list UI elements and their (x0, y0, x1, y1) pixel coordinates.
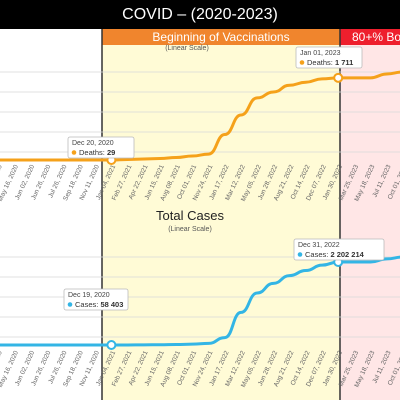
cases-annotation-date: Dec 31, 2022 (298, 242, 340, 249)
deaths-annotation-date: Dec 20, 2020 (72, 140, 114, 147)
deaths-annotation-box (67, 136, 135, 159)
chart-area: Beginning of Vaccinations 80+% Bo (Linea… (0, 29, 400, 400)
cases-annotation-dot (67, 302, 73, 307)
booster-band-fill (340, 29, 400, 400)
deaths-annotation-dot (299, 60, 305, 65)
cases-annotation-dot (297, 252, 303, 257)
deaths-annotation-dot (71, 150, 77, 155)
deaths-gridlines (0, 71, 400, 153)
deaths-chart-subtitle: (Linear Scale) (165, 45, 209, 52)
cases-annotation-box (293, 238, 385, 261)
booster-band-label: 80+% Bo (352, 30, 400, 44)
cases-annotation-label: Cases: 2 202 214 (305, 250, 365, 259)
deaths-annotation-label: Deaths: 1 711 (307, 58, 353, 67)
booster-band: 80+% Bo (339, 29, 400, 400)
cases-annotation-marker (106, 340, 117, 350)
cases-chart-subtitle: (Linear Scale) (168, 226, 212, 233)
cases-chart-title: Total Cases (156, 208, 224, 223)
deaths-annotation-label: Deaths: 29 (79, 148, 115, 157)
cases-annotation-box (63, 288, 129, 311)
slide-title: COVID – (2020-2023) (0, 0, 400, 29)
vaccination-band-header (102, 29, 340, 45)
cases-annotation-label: Cases: 58 403 (75, 300, 123, 309)
vaccination-band-label: Beginning of Vaccinations (152, 30, 289, 44)
chart-svg: Beginning of Vaccinations 80+% Bo (Linea… (0, 29, 400, 400)
cases-annotation-date: Dec 19, 2020 (68, 292, 110, 299)
deaths-annotation-marker (333, 72, 344, 83)
deaths-annotation-box (295, 46, 363, 69)
deaths-annotation-date: Jan 01, 2023 (300, 50, 341, 57)
booster-band-header (340, 29, 400, 45)
